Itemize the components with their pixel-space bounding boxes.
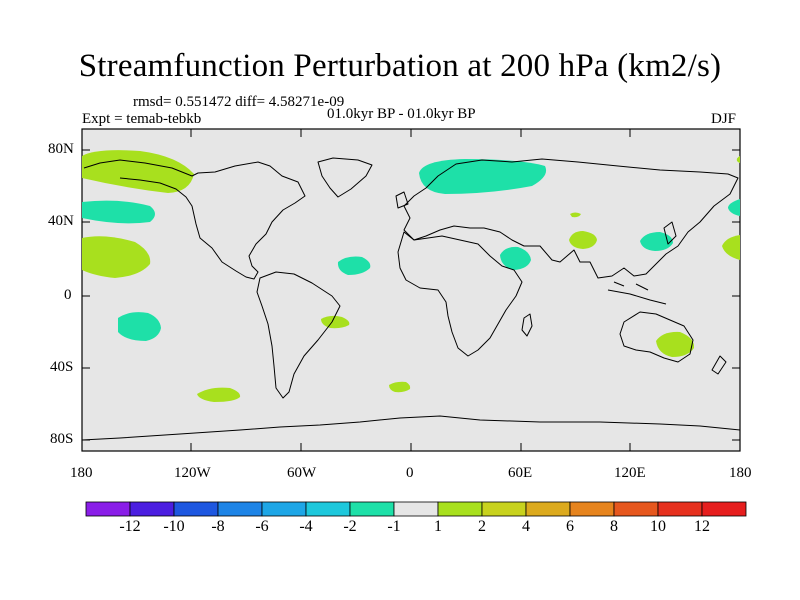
colorbar-label: 8: [610, 518, 618, 535]
coastline-africa: [397, 231, 523, 357]
colorbar-label: 12: [694, 518, 710, 535]
colorbar-box: [613, 501, 659, 517]
coastline-greenland: [317, 157, 373, 198]
coastline-south-america: [256, 271, 341, 399]
colorbar-label: -10: [163, 518, 185, 535]
colorbar-label: 4: [522, 518, 530, 535]
coastline-japan: [663, 221, 677, 245]
colorbar-box: [701, 501, 747, 517]
coastline-north-america: [83, 159, 306, 280]
colorbar-box: [173, 501, 219, 517]
positive-region-ne-pacific: [82, 236, 151, 278]
lat-label-0: 0: [64, 287, 72, 303]
negative-region-east-asia: [640, 232, 673, 251]
negative-region-n-pacific: [82, 200, 155, 224]
positive-region-alaska: [82, 150, 194, 193]
colorbar-box: [349, 501, 395, 517]
negative-region-arabia: [500, 246, 531, 270]
colorbar-label: -8: [211, 518, 225, 535]
positive-region-s-atlantic: [321, 315, 350, 329]
colorbar-box: [217, 501, 263, 517]
coastline-new-zealand: [711, 355, 727, 375]
period-label: 01.0kyr BP - 01.0kyr BP: [327, 106, 476, 122]
lat-label-40s: 40S: [50, 359, 74, 375]
colorbar-label: -2: [343, 518, 357, 535]
colorbar-label: -4: [299, 518, 313, 535]
colorbar-box: [305, 501, 351, 517]
colorbar-label: 1: [434, 518, 442, 535]
lon-label-60e: 60E: [508, 465, 533, 481]
lon-label-180e: 180: [729, 465, 752, 481]
stats-label: rmsd= 0.551472 diff= 4.58271e-09: [133, 94, 345, 110]
colorbar-box: [481, 501, 527, 517]
coastline-eurasia: [403, 158, 739, 279]
colorbar-box: [437, 501, 483, 517]
colorbar-label: 2: [478, 518, 486, 535]
positive-region-w-pacific-edge: [722, 235, 740, 260]
colorbar-label: -6: [255, 518, 269, 535]
positive-region-s-ocean: [389, 381, 411, 393]
colorbar-label: -1: [387, 518, 401, 535]
chart-title: Streamfunction Perturbation at 200 hPa (…: [78, 48, 722, 84]
lat-label-40n: 40N: [48, 213, 74, 229]
colorbar-box: [657, 501, 703, 517]
colorbar-box: [129, 501, 175, 517]
lat-label-80n: 80N: [48, 141, 74, 157]
colorbar-box: [569, 501, 615, 517]
positive-region-central-asia: [570, 212, 581, 218]
positive-region-arctic-edge: [736, 156, 740, 163]
anomaly-regions: [82, 150, 740, 402]
colorbar-label: 10: [650, 518, 666, 535]
coastline-australia: [619, 311, 694, 363]
negative-region-w-pacific-edge: [728, 199, 740, 216]
season-label: DJF: [711, 111, 737, 127]
colorbar-box: [85, 501, 131, 517]
lon-label-120e: 120E: [614, 465, 646, 481]
colorbar-box: [393, 501, 439, 517]
lon-label-0: 0: [406, 465, 414, 481]
axis-ticks: [82, 129, 740, 451]
positive-region-s-pacific-south: [197, 387, 241, 402]
positive-region-india: [569, 231, 597, 249]
lon-label-180w: 180: [70, 465, 93, 481]
colorbar: [85, 501, 747, 517]
coastline-antarctica: [81, 415, 741, 441]
coastline-british-isles: [395, 191, 409, 209]
colorbar-label: -12: [119, 518, 141, 535]
positive-region-australia: [656, 331, 695, 357]
lat-label-80s: 80S: [50, 431, 74, 447]
lon-label-120w: 120W: [174, 465, 211, 481]
map-background: [81, 128, 741, 452]
colorbar-box: [261, 501, 307, 517]
coastlines: [81, 157, 741, 441]
coastline-indonesia: [607, 281, 667, 305]
experiment-label: Expt = temab-tebkb: [82, 111, 202, 127]
colorbar-label: 6: [566, 518, 574, 535]
coastline-madagascar: [521, 313, 533, 337]
negative-region-n-atlantic: [337, 256, 371, 275]
negative-region-s-pacific: [118, 312, 161, 341]
lon-label-60w: 60W: [287, 465, 317, 481]
colorbar-box: [525, 501, 571, 517]
